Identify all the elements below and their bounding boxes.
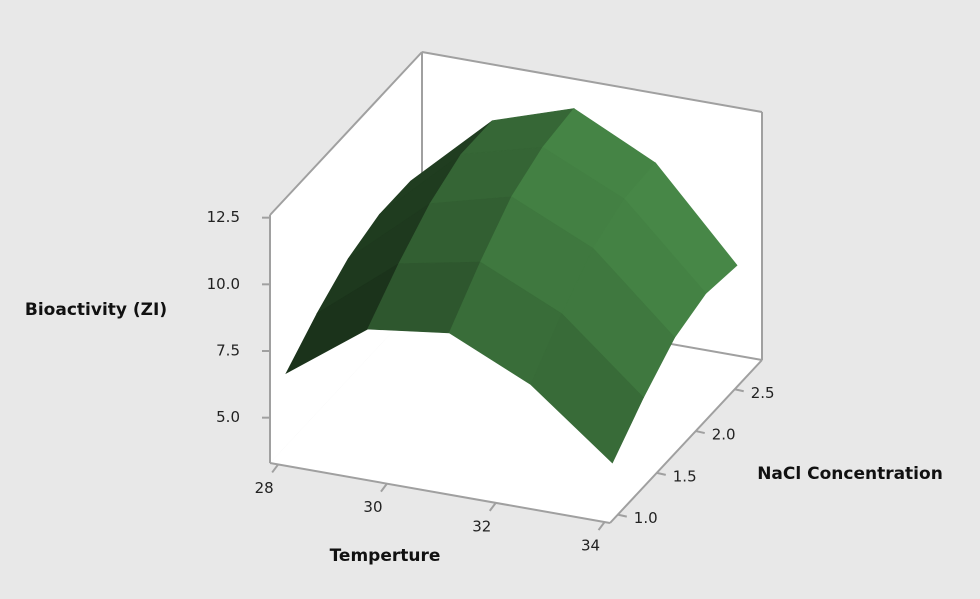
box-edge: [269, 51, 423, 216]
z-tick-label: 7.5: [216, 342, 240, 360]
z-tick-label: 10.0: [207, 275, 240, 293]
y-tick: [695, 430, 705, 435]
surface: [285, 108, 738, 464]
y-tick-label: 1.5: [673, 467, 697, 485]
box-edge: [609, 359, 763, 524]
x-tick-label: 34: [581, 537, 600, 555]
surface-patch: [530, 313, 644, 464]
y-tick-label: 1.0: [634, 509, 658, 527]
y-tick: [734, 388, 744, 393]
x-tick-label: 30: [363, 498, 382, 516]
y-tick-label: 2.0: [712, 426, 736, 444]
x-tick: [488, 502, 497, 512]
box-edge: [421, 51, 763, 113]
z-axis-title: Bioactivity (ZI): [25, 300, 167, 320]
x-tick: [271, 463, 279, 474]
x-tick: [380, 483, 388, 493]
z-tick-label: 12.5: [207, 208, 240, 226]
y-tick: [656, 471, 666, 476]
x-tick-label: 32: [472, 517, 491, 535]
x-tick-label: 28: [255, 479, 274, 497]
y-tick: [617, 513, 628, 518]
x-tick: [597, 521, 606, 531]
axes: 5.0 7.5 10.0 12.5 28 30 32 34 1.0 1.5 2.0 2.5: [207, 208, 775, 554]
x-axis-title: Temperture: [330, 546, 441, 566]
y-tick-label: 2.5: [751, 384, 775, 402]
z-tick-label: 5.0: [216, 408, 240, 426]
y-axis-title: NaCl Concentration: [757, 464, 943, 484]
box-edge: [269, 462, 611, 524]
